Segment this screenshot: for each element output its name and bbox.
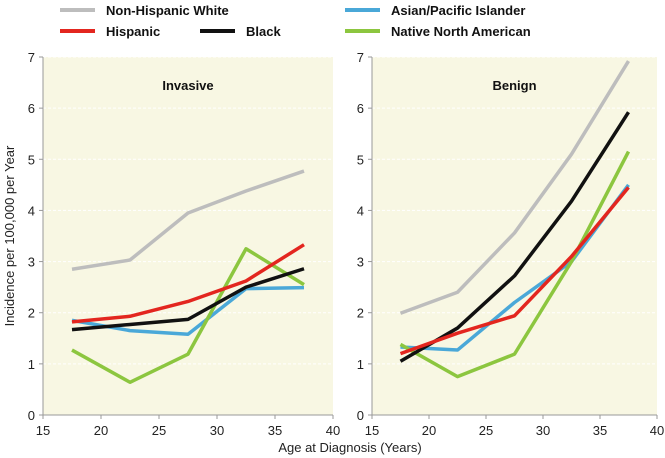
- y-tick-label: 1: [28, 357, 35, 372]
- series-line-non-hispanic-white: [71, 169, 305, 271]
- y-tick-label: 1: [357, 357, 364, 372]
- series-line-hispanic: [399, 186, 630, 356]
- series-line-hispanic: [71, 243, 305, 324]
- y-tick-label: 5: [357, 152, 364, 167]
- legend-label: Native North American: [391, 24, 531, 39]
- y-tick-label: 6: [28, 101, 35, 116]
- series-line-native-north-american: [71, 247, 305, 385]
- x-tick-label: 30: [536, 423, 550, 438]
- panel-title: Invasive: [162, 78, 213, 93]
- x-tick-label: 40: [650, 423, 664, 438]
- x-tick-label: 30: [210, 423, 224, 438]
- x-tick-label: 25: [479, 423, 493, 438]
- x-tick-label: 35: [593, 423, 607, 438]
- x-tick-label: 40: [326, 423, 340, 438]
- x-tick-label: 15: [365, 423, 379, 438]
- legend-label: Hispanic: [106, 24, 160, 39]
- y-tick-label: 5: [28, 152, 35, 167]
- panel-title: Benign: [492, 78, 536, 93]
- y-tick-label: 6: [357, 101, 364, 116]
- series-line-non-hispanic-white: [399, 60, 630, 315]
- y-tick-label: 2: [357, 306, 364, 321]
- x-tick-label: 25: [152, 423, 166, 438]
- panel-invasive: 0 1 2 3 4 5 6 7 15 20 25 30 35 40 Invasive: [28, 50, 340, 438]
- series-line-native-north-american: [399, 150, 631, 379]
- y-tick-label: 4: [357, 203, 364, 218]
- y-tick-label: 4: [28, 203, 35, 218]
- panel-benign: 0 1 2 3 4 5 6 7 15 20 25 30 35 40 Benign: [357, 50, 664, 438]
- x-tick-label: 20: [94, 423, 108, 438]
- plot-area: [372, 57, 657, 415]
- x-tick-label: 15: [36, 423, 50, 438]
- y-tick-label: 3: [357, 255, 364, 270]
- y-tick-label: 0: [28, 408, 35, 423]
- y-tick-label: 7: [357, 50, 364, 65]
- series-line-black: [71, 267, 305, 332]
- legend-label: Asian/Pacific Islander: [391, 3, 525, 18]
- y-tick-label: 0: [357, 408, 364, 423]
- legend: Non-Hispanic White Asian/Pacific Islander…: [60, 3, 531, 39]
- y-tick-label: 3: [28, 255, 35, 270]
- x-tick-label: 35: [268, 423, 282, 438]
- x-tick-label: 20: [422, 423, 436, 438]
- x-axis-label: Age at Diagnosis (Years): [278, 440, 421, 455]
- y-tick-label: 7: [28, 50, 35, 65]
- y-axis-label: Incidence per 100,000 per Year: [2, 145, 17, 326]
- plot-area: [43, 57, 333, 415]
- y-tick-label: 2: [28, 306, 35, 321]
- legend-label: Non-Hispanic White: [106, 3, 229, 18]
- legend-label: Black: [246, 24, 281, 39]
